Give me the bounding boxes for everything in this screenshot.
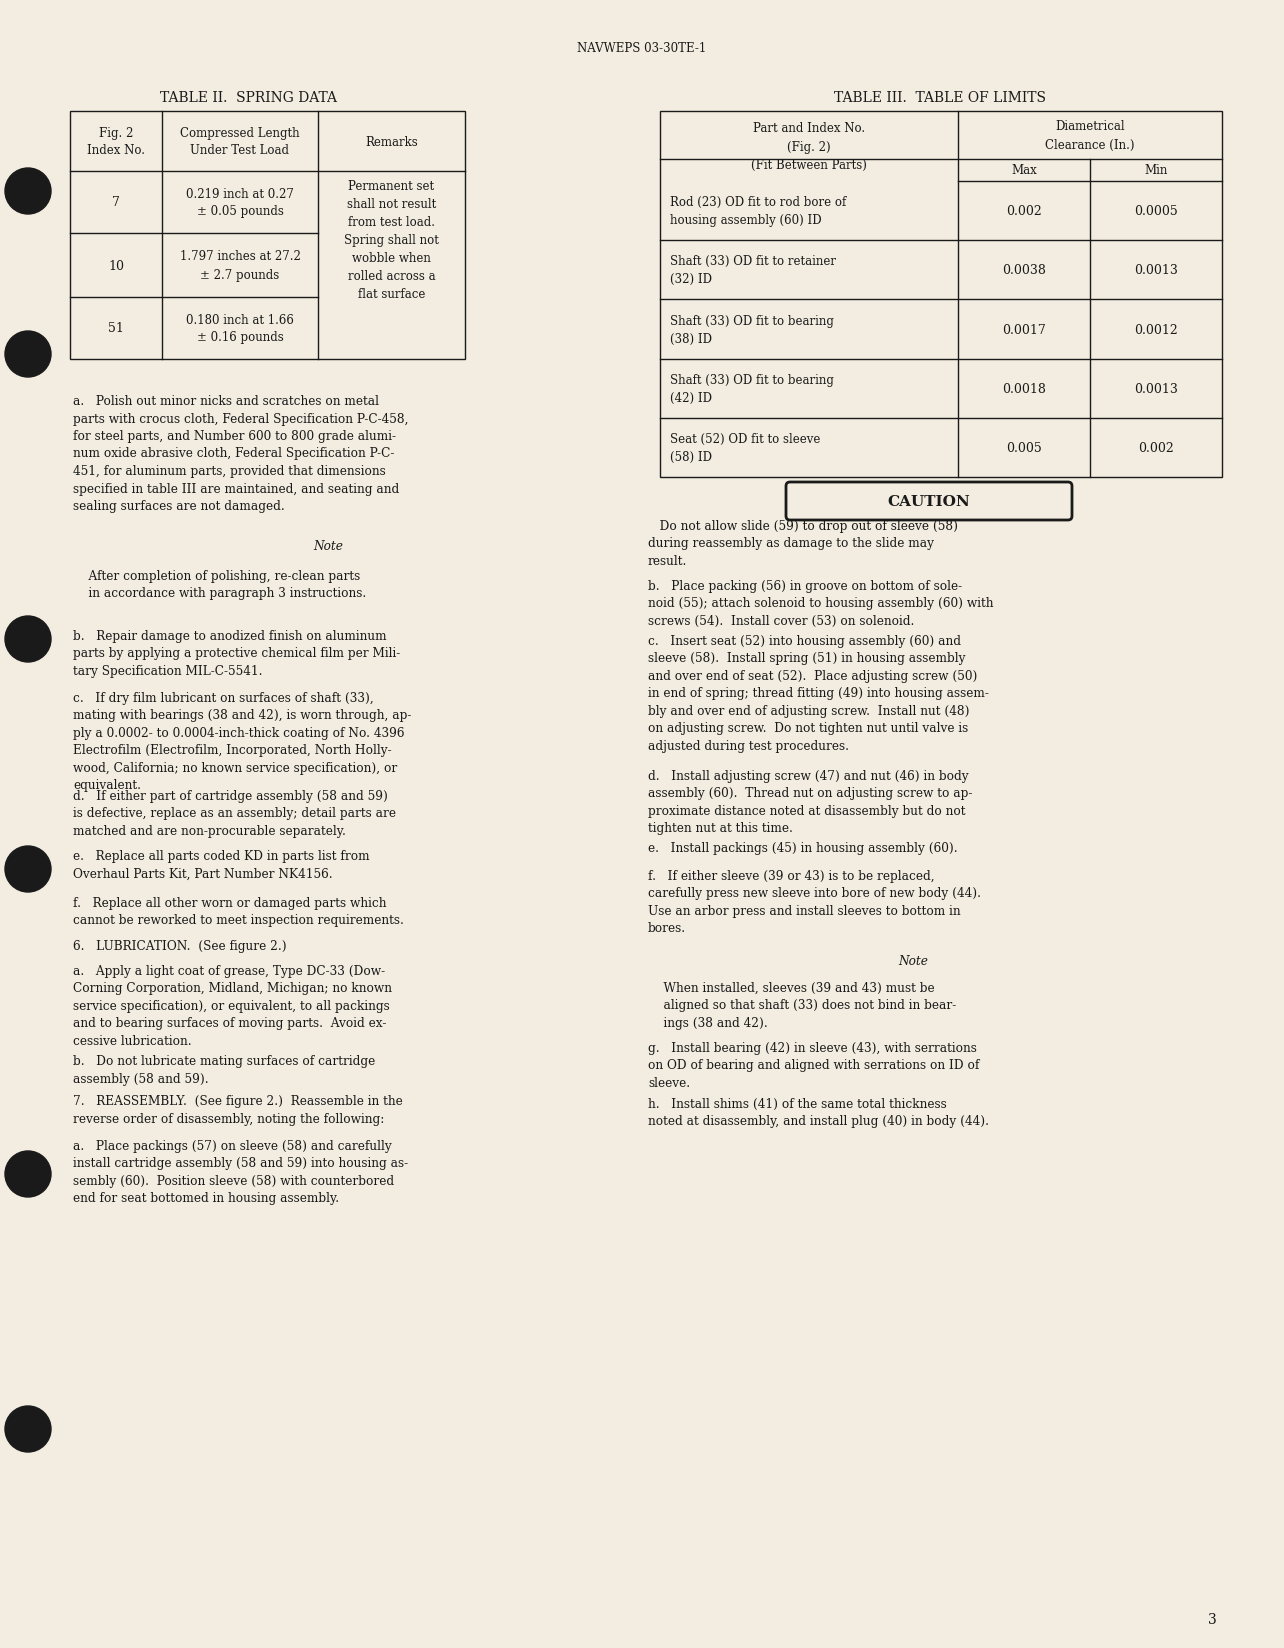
- Circle shape: [5, 847, 51, 893]
- Text: c.   Insert seat (52) into housing assembly (60) and
sleeve (58).  Install sprin: c. Insert seat (52) into housing assembl…: [648, 634, 989, 753]
- Text: Note: Note: [898, 954, 928, 967]
- Text: 1.797 inches at 27.2
± 2.7 pounds: 1.797 inches at 27.2 ± 2.7 pounds: [180, 250, 300, 282]
- Text: a.   Place packings (57) on sleeve (58) and carefully
install cartridge assembly: a. Place packings (57) on sleeve (58) an…: [73, 1139, 408, 1205]
- Text: d.   Install adjusting screw (47) and nut (46) in body
assembly (60).  Thread nu: d. Install adjusting screw (47) and nut …: [648, 770, 972, 836]
- Text: Do not allow slide (59) to drop out of sleeve (58)
during reassembly as damage t: Do not allow slide (59) to drop out of s…: [648, 519, 958, 567]
- Text: After completion of polishing, re-clean parts
    in accordance with paragraph 3: After completion of polishing, re-clean …: [73, 570, 366, 600]
- Text: Shaft (33) OD fit to bearing
(42) ID: Shaft (33) OD fit to bearing (42) ID: [670, 374, 833, 404]
- Text: Rod (23) OD fit to rod bore of
housing assembly (60) ID: Rod (23) OD fit to rod bore of housing a…: [670, 196, 846, 227]
- Text: TABLE II.  SPRING DATA: TABLE II. SPRING DATA: [159, 91, 336, 105]
- Text: b.   Do not lubricate mating surfaces of cartridge
assembly (58 and 59).: b. Do not lubricate mating surfaces of c…: [73, 1055, 375, 1084]
- Text: Note: Note: [313, 539, 343, 552]
- Text: 7.   REASSEMBLY.  (See figure 2.)  Reassemble in the
reverse order of disassembl: 7. REASSEMBLY. (See figure 2.) Reassembl…: [73, 1094, 403, 1126]
- Text: 0.0012: 0.0012: [1134, 323, 1177, 336]
- Circle shape: [5, 616, 51, 662]
- Text: Remarks: Remarks: [365, 135, 417, 148]
- Text: 0.005: 0.005: [1007, 442, 1041, 455]
- Bar: [660, 112, 1222, 478]
- Text: 7: 7: [112, 196, 119, 209]
- Circle shape: [5, 1406, 51, 1452]
- Text: a.   Apply a light coat of grease, Type DC-33 (Dow-
Corning Corporation, Midland: a. Apply a light coat of grease, Type DC…: [73, 964, 392, 1048]
- Text: h.   Install shims (41) of the same total thickness
noted at disassembly, and in: h. Install shims (41) of the same total …: [648, 1098, 989, 1127]
- Text: 6.   LUBRICATION.  (See figure 2.): 6. LUBRICATION. (See figure 2.): [73, 939, 286, 953]
- Text: 10: 10: [108, 259, 125, 272]
- Circle shape: [5, 1152, 51, 1198]
- Text: a.   Polish out minor nicks and scratches on metal
parts with crocus cloth, Fede: a. Polish out minor nicks and scratches …: [73, 396, 408, 513]
- Text: c.   If dry film lubricant on surfaces of shaft (33),
mating with bearings (38 a: c. If dry film lubricant on surfaces of …: [73, 692, 411, 793]
- Text: 0.0018: 0.0018: [1002, 382, 1046, 396]
- Text: 0.0017: 0.0017: [1002, 323, 1046, 336]
- FancyBboxPatch shape: [786, 483, 1072, 521]
- Text: 0.180 inch at 1.66
± 0.16 pounds: 0.180 inch at 1.66 ± 0.16 pounds: [186, 313, 294, 344]
- Text: 0.0038: 0.0038: [1002, 264, 1046, 277]
- Text: f.   If either sleeve (39 or 43) is to be replaced,
carefully press new sleeve i: f. If either sleeve (39 or 43) is to be …: [648, 870, 981, 934]
- Text: 0.219 inch at 0.27
± 0.05 pounds: 0.219 inch at 0.27 ± 0.05 pounds: [186, 188, 294, 219]
- Text: Part and Index No.
(Fig. 2)
(Fit Between Parts): Part and Index No. (Fig. 2) (Fit Between…: [751, 122, 867, 171]
- Text: 0.002: 0.002: [1007, 204, 1041, 218]
- Text: Compressed Length
Under Test Load: Compressed Length Under Test Load: [180, 127, 299, 158]
- Text: 51: 51: [108, 323, 125, 335]
- Text: When installed, sleeves (39 and 43) must be
    aligned so that shaft (33) does : When installed, sleeves (39 and 43) must…: [648, 982, 957, 1030]
- Text: f.   Replace all other worn or damaged parts which
cannot be reworked to meet in: f. Replace all other worn or damaged par…: [73, 897, 404, 926]
- Text: 0.0013: 0.0013: [1134, 382, 1177, 396]
- Text: d.   If either part of cartridge assembly (58 and 59)
is defective, replace as a: d. If either part of cartridge assembly …: [73, 789, 395, 837]
- Text: Shaft (33) OD fit to bearing
(38) ID: Shaft (33) OD fit to bearing (38) ID: [670, 315, 833, 346]
- Text: 0.0005: 0.0005: [1134, 204, 1177, 218]
- Text: TABLE III.  TABLE OF LIMITS: TABLE III. TABLE OF LIMITS: [835, 91, 1046, 105]
- Text: Max: Max: [1011, 165, 1037, 178]
- Circle shape: [5, 331, 51, 377]
- Text: Seat (52) OD fit to sleeve
(58) ID: Seat (52) OD fit to sleeve (58) ID: [670, 433, 820, 463]
- Text: NAVWEPS 03-30TE-1: NAVWEPS 03-30TE-1: [578, 41, 706, 54]
- Text: Shaft (33) OD fit to retainer
(32) ID: Shaft (33) OD fit to retainer (32) ID: [670, 255, 836, 287]
- Text: 0.002: 0.002: [1138, 442, 1174, 455]
- Bar: [71, 112, 465, 359]
- Text: Diametrical
Clearance (In.): Diametrical Clearance (In.): [1045, 120, 1135, 152]
- Text: b.   Repair damage to anodized finish on aluminum
parts by applying a protective: b. Repair damage to anodized finish on a…: [73, 630, 401, 677]
- Text: b.   Place packing (56) in groove on bottom of sole-
noid (55); attach solenoid : b. Place packing (56) in groove on botto…: [648, 580, 994, 628]
- Text: 3: 3: [1208, 1612, 1216, 1627]
- Text: 0.0013: 0.0013: [1134, 264, 1177, 277]
- Text: Min: Min: [1144, 165, 1167, 178]
- Text: e.   Install packings (45) in housing assembly (60).: e. Install packings (45) in housing asse…: [648, 842, 958, 854]
- Circle shape: [5, 168, 51, 214]
- Text: g.   Install bearing (42) in sleeve (43), with serrations
on OD of bearing and a: g. Install bearing (42) in sleeve (43), …: [648, 1042, 980, 1089]
- Text: Permanent set
shall not result
from test load.
Spring shall not
wobble when
roll: Permanent set shall not result from test…: [344, 180, 439, 302]
- Text: e.   Replace all parts coded KD in parts list from
Overhaul Parts Kit, Part Numb: e. Replace all parts coded KD in parts l…: [73, 849, 370, 880]
- Text: Fig. 2
Index No.: Fig. 2 Index No.: [87, 127, 145, 158]
- Text: CAUTION: CAUTION: [887, 494, 971, 509]
